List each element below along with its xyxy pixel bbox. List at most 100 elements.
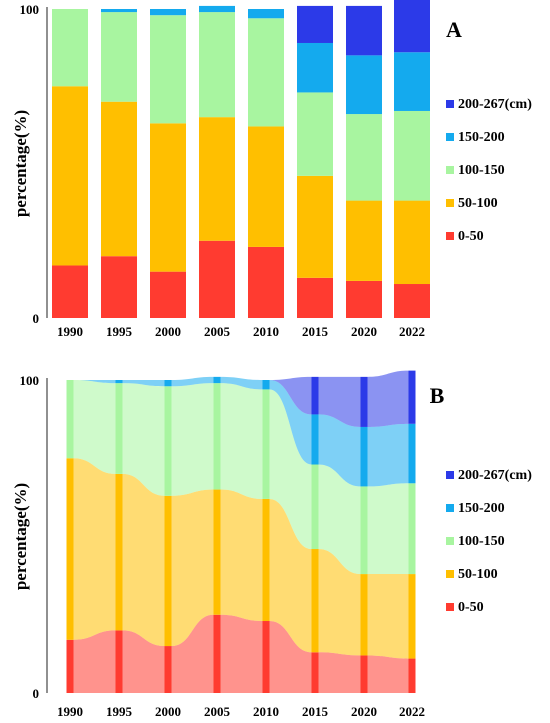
- flow-band: [367, 423, 409, 487]
- legend-label: 50-100: [458, 567, 498, 582]
- bar-segment: [248, 9, 284, 19]
- flow-band: [367, 370, 409, 427]
- panel-label-b: B: [430, 383, 445, 408]
- y-axis-label: percentage(%): [11, 110, 30, 217]
- x-tick-label: 1995: [106, 324, 133, 339]
- bar-segment: [394, 284, 430, 318]
- flow-band: [171, 376, 214, 387]
- legend-label: 0-50: [458, 600, 484, 615]
- flow-node: [262, 380, 270, 390]
- flow-node: [360, 376, 368, 427]
- bar-segment: [52, 265, 88, 318]
- legend-swatch: [446, 232, 454, 240]
- x-tick-label: 2020: [351, 324, 377, 339]
- flow-band: [269, 380, 312, 465]
- flow-node: [408, 574, 416, 659]
- legend-swatch: [446, 471, 454, 479]
- bar-segment: [394, 110, 430, 201]
- y-tick-label: 100: [20, 373, 40, 388]
- x-tick-label: 1990: [57, 324, 83, 339]
- flow-band: [220, 383, 263, 499]
- flow-band: [318, 414, 361, 487]
- flow-node: [164, 380, 172, 387]
- bar-segment: [346, 55, 382, 115]
- legend-swatch: [446, 570, 454, 578]
- bar-segment: [150, 123, 186, 272]
- flow-node: [213, 383, 221, 490]
- y-tick-label: 100: [20, 2, 40, 17]
- bar-segment: [297, 277, 333, 318]
- legend-swatch: [446, 603, 454, 611]
- x-tick-label: 2010: [253, 704, 279, 719]
- legend-label: 200-267(cm): [458, 97, 532, 112]
- x-tick-label: 2005: [204, 704, 231, 719]
- bar-segment: [101, 256, 137, 318]
- flow-node: [66, 639, 74, 693]
- flow-node: [164, 646, 172, 693]
- bar-segment: [150, 271, 186, 318]
- panel-b-flow-chart: 0 100 1990 1995 2000 2005 2010 2015 2020 2022 perc…: [11, 370, 532, 719]
- bar-segment: [297, 42, 333, 93]
- legend-label: 200-267(cm): [458, 468, 532, 483]
- bar-segment: [346, 200, 382, 281]
- legend-label: 50-100: [458, 196, 498, 211]
- bar-segment: [101, 9, 137, 13]
- legend-label: 100-150: [458, 534, 505, 549]
- x-tick-label: 2005: [204, 324, 231, 339]
- flow-band: [73, 458, 116, 640]
- flow-band: [318, 652, 361, 693]
- flow-band: [367, 574, 409, 659]
- bar-segment: [248, 246, 284, 318]
- flow-band: [318, 549, 361, 656]
- y-axis-label: percentage(%): [11, 483, 30, 590]
- legend-label: 0-50: [458, 229, 484, 244]
- bar-segment: [248, 18, 284, 127]
- bar-segment: [297, 92, 333, 176]
- x-tick-label: 2000: [155, 704, 181, 719]
- bar-segment: [346, 5, 382, 56]
- bar-segment: [394, 200, 430, 285]
- flow-node: [408, 483, 416, 575]
- x-tick-label: 2020: [351, 704, 377, 719]
- flow-node: [360, 655, 368, 693]
- flow-node: [115, 473, 123, 631]
- bar-segment: [199, 5, 235, 13]
- flow-band: [269, 389, 312, 550]
- flow-node: [66, 458, 74, 640]
- flow-band: [367, 483, 409, 575]
- bar-segment: [199, 12, 235, 118]
- flow-node: [115, 380, 123, 384]
- bar-segment: [394, 0, 430, 53]
- legend-swatch: [446, 100, 454, 108]
- x-tick-label: 2015: [302, 704, 329, 719]
- bar-segment: [199, 117, 235, 241]
- flow-node: [360, 486, 368, 575]
- y-tick-label: 0: [33, 311, 40, 326]
- bar-segment: [346, 114, 382, 201]
- bar-segment: [150, 9, 186, 16]
- flow-band: [122, 473, 165, 647]
- flow-band: [122, 383, 165, 496]
- x-tick-label: 2022: [399, 704, 425, 719]
- bar-segment: [199, 240, 235, 318]
- flow-node: [311, 464, 319, 550]
- legend-swatch: [446, 504, 454, 512]
- flow-band: [318, 464, 361, 575]
- flow-node: [66, 380, 74, 459]
- panel-a-bar-chart: 0 100 1990 1995 2000 2005 2010 2015 2020 2022 perc…: [11, 0, 532, 339]
- flow-node: [262, 498, 270, 622]
- legend-swatch: [446, 199, 454, 207]
- flow-band: [122, 630, 165, 693]
- flow-band: [318, 376, 361, 427]
- flow-node: [164, 495, 172, 647]
- bar-segment: [297, 175, 333, 278]
- legend-swatch: [446, 166, 454, 174]
- flow-band: [73, 630, 116, 693]
- flow-band: [73, 380, 116, 384]
- y-tick-label: 0: [33, 686, 40, 701]
- bar-segment: [52, 9, 88, 87]
- flow-node: [213, 489, 221, 615]
- x-tick-label: 1990: [57, 704, 83, 719]
- bar-segment: [101, 101, 137, 257]
